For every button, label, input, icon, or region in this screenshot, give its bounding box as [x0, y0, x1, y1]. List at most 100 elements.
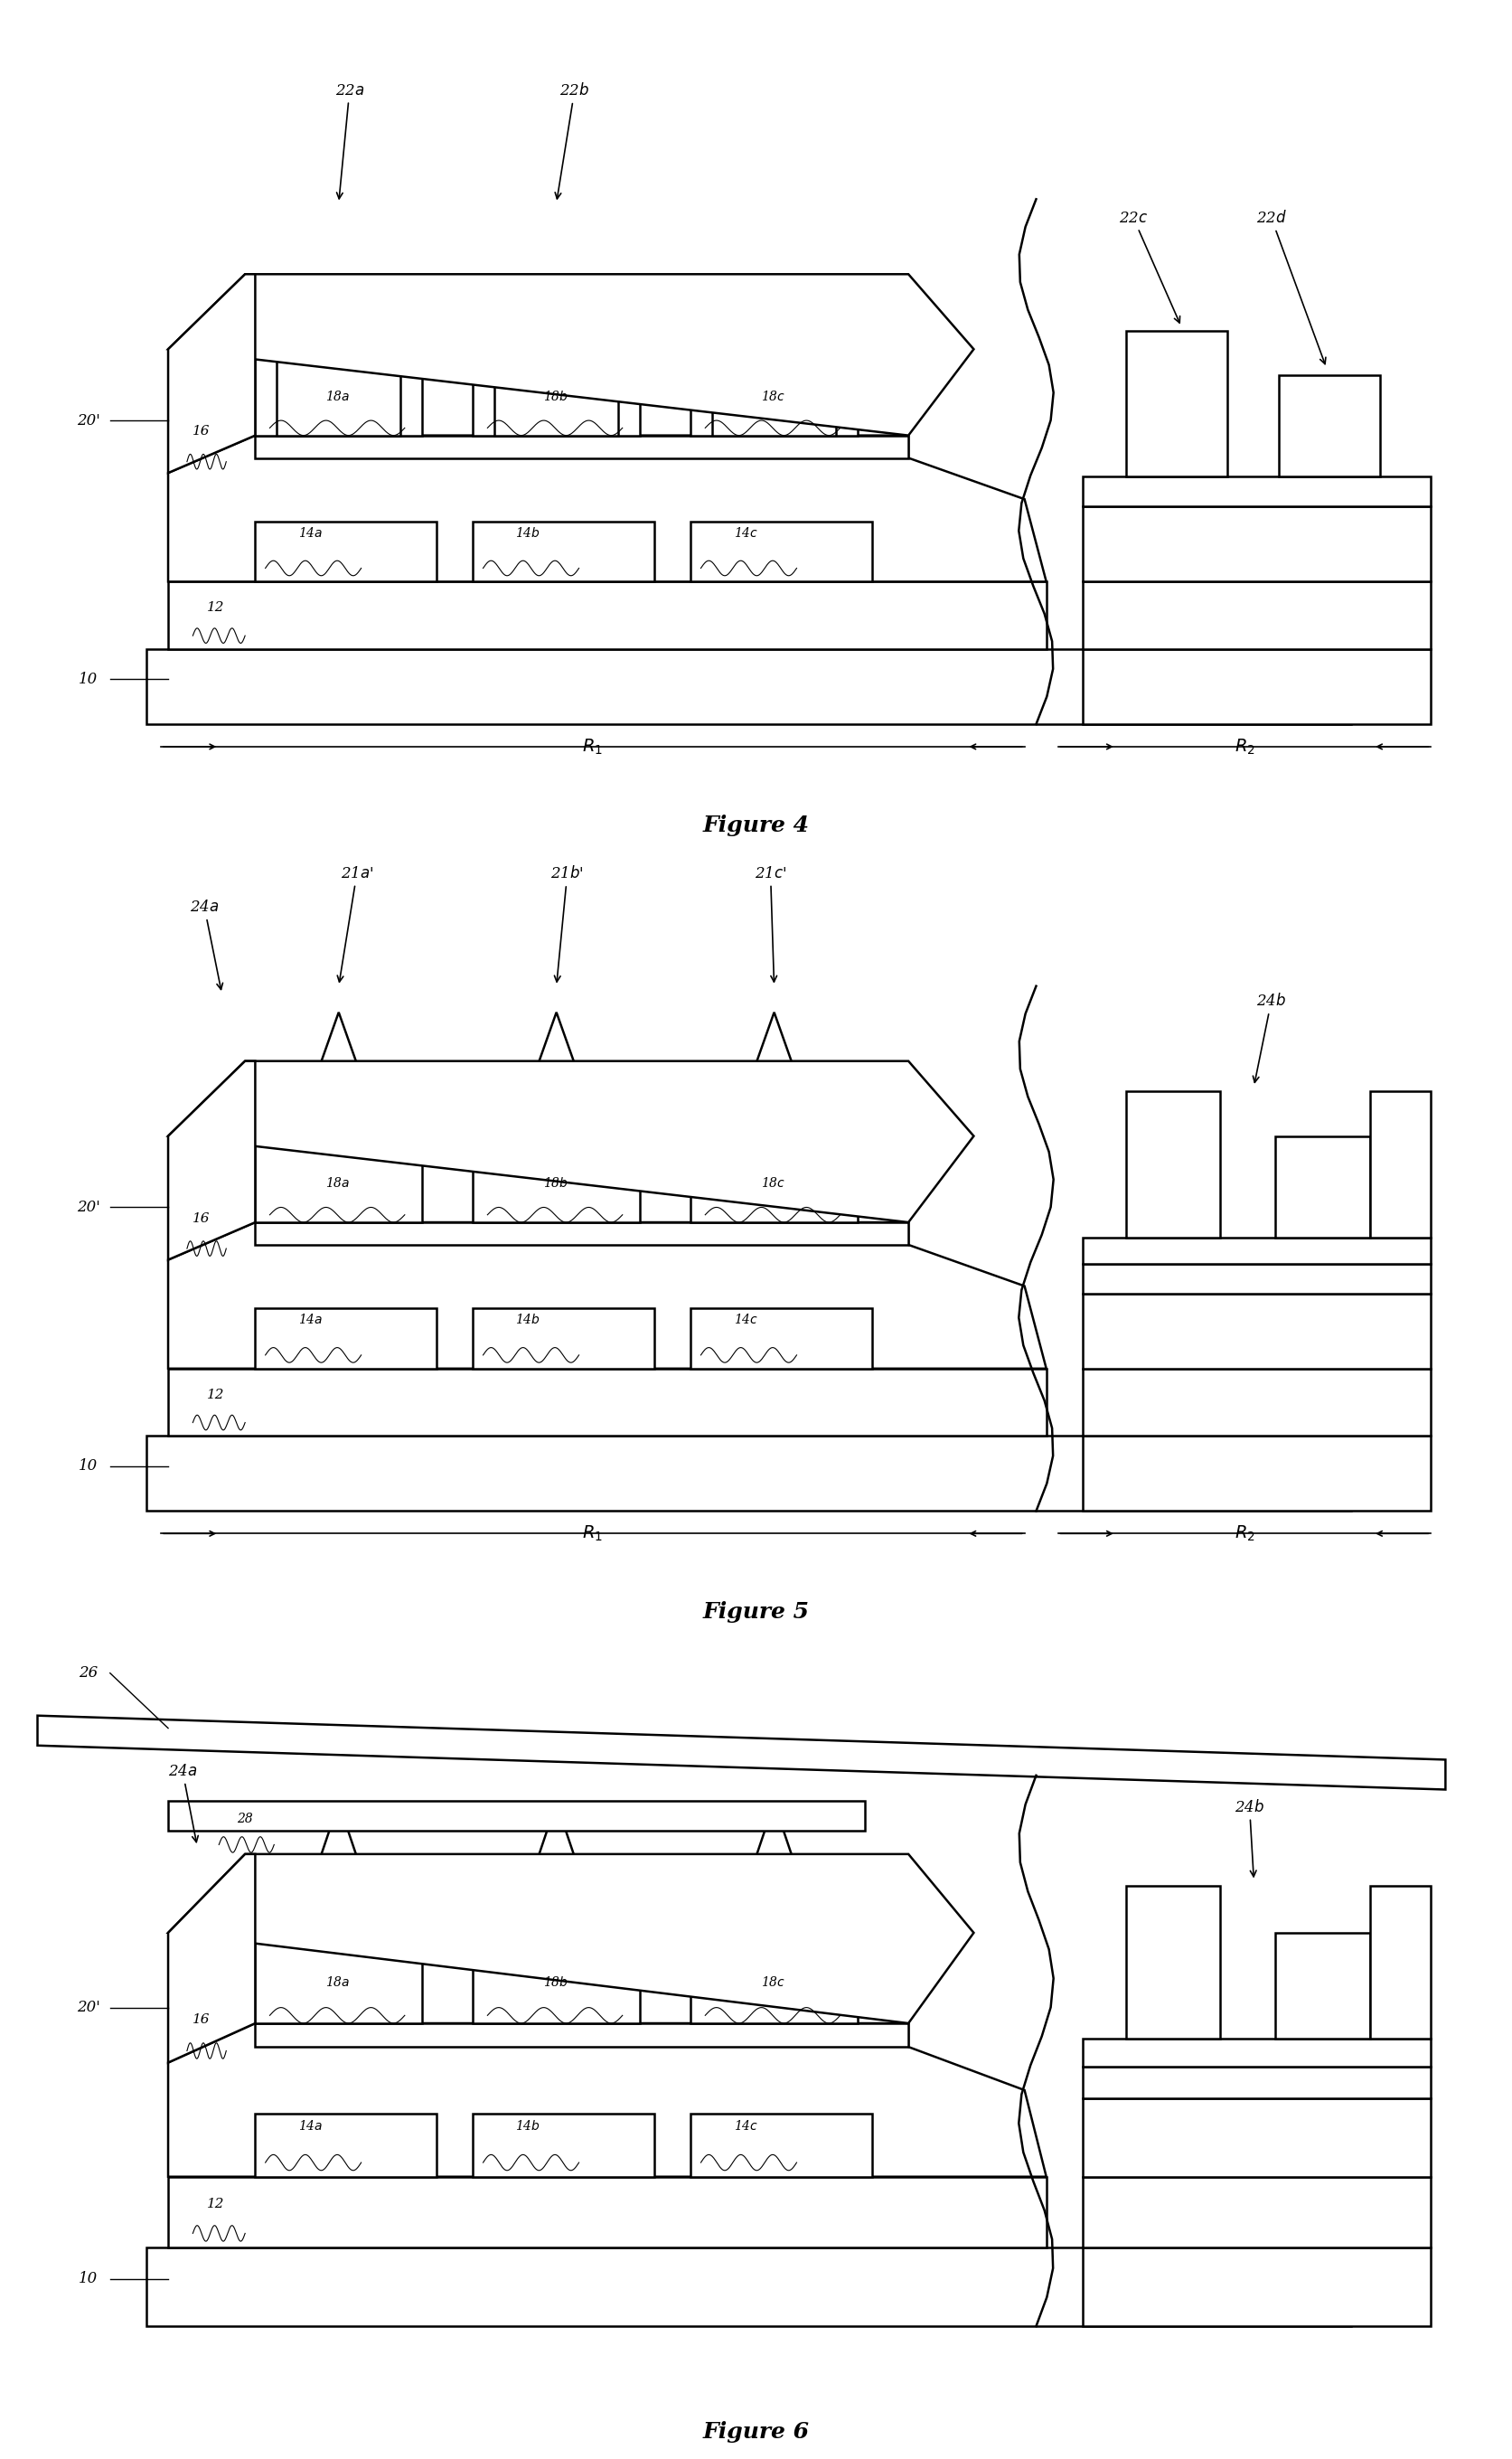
Text: Figure 5: Figure 5	[703, 1601, 809, 1623]
FancyBboxPatch shape	[147, 1436, 1352, 1510]
Text: $R_1$: $R_1$	[582, 738, 602, 757]
Text: 18$a$: 18$a$	[325, 389, 351, 403]
FancyBboxPatch shape	[256, 435, 909, 457]
Text: 16: 16	[192, 425, 210, 438]
Text: 14$c$: 14$c$	[733, 526, 758, 539]
FancyBboxPatch shape	[1126, 1886, 1220, 2039]
FancyBboxPatch shape	[1276, 1933, 1370, 2039]
FancyBboxPatch shape	[473, 2115, 655, 2176]
FancyBboxPatch shape	[1083, 2176, 1430, 2248]
Polygon shape	[168, 1222, 1046, 1370]
Polygon shape	[168, 2024, 1046, 2176]
Text: 16: 16	[192, 1212, 210, 1225]
Polygon shape	[311, 1013, 366, 1136]
FancyBboxPatch shape	[473, 521, 655, 583]
Text: 14$b$: 14$b$	[516, 1313, 541, 1325]
FancyBboxPatch shape	[691, 1136, 857, 1222]
Text: Figure 4: Figure 4	[703, 814, 809, 836]
FancyBboxPatch shape	[473, 1308, 655, 1370]
FancyBboxPatch shape	[1083, 1293, 1430, 1370]
Text: 18$b$: 18$b$	[543, 1975, 569, 1989]
Text: $R_2$: $R_2$	[1235, 738, 1255, 757]
Text: 12: 12	[207, 2198, 225, 2211]
FancyBboxPatch shape	[256, 1308, 437, 1370]
Text: 28: 28	[237, 1812, 253, 1825]
Text: 18$c$: 18$c$	[761, 389, 786, 403]
FancyBboxPatch shape	[1083, 1264, 1430, 1293]
Polygon shape	[168, 275, 974, 435]
FancyBboxPatch shape	[256, 2024, 909, 2046]
FancyBboxPatch shape	[1126, 330, 1228, 477]
Text: 18$b$: 18$b$	[543, 389, 569, 403]
Text: 18$c$: 18$c$	[761, 1175, 786, 1190]
Text: 24$b$: 24$b$	[1235, 1798, 1264, 1876]
FancyBboxPatch shape	[691, 349, 857, 435]
Polygon shape	[712, 349, 836, 435]
Polygon shape	[311, 1802, 366, 1933]
FancyBboxPatch shape	[1083, 2039, 1430, 2066]
Polygon shape	[168, 1854, 974, 2024]
FancyBboxPatch shape	[147, 2248, 1352, 2326]
FancyBboxPatch shape	[1370, 1886, 1430, 2039]
FancyBboxPatch shape	[691, 1933, 857, 2024]
FancyBboxPatch shape	[168, 583, 1046, 649]
FancyBboxPatch shape	[168, 1800, 865, 1829]
Polygon shape	[168, 1062, 256, 1259]
Text: 18$b$: 18$b$	[543, 1175, 569, 1190]
FancyBboxPatch shape	[256, 1222, 909, 1244]
Text: 10: 10	[79, 671, 98, 686]
Text: 22$c$: 22$c$	[1119, 211, 1179, 322]
Text: 10: 10	[79, 1458, 98, 1473]
Text: 18$c$: 18$c$	[761, 1975, 786, 1989]
Text: 21$a$': 21$a$'	[337, 866, 373, 981]
Text: 14$b$: 14$b$	[516, 526, 541, 539]
FancyBboxPatch shape	[1083, 649, 1430, 723]
Text: 16: 16	[192, 2014, 210, 2026]
Text: 18$a$: 18$a$	[325, 1975, 351, 1989]
Text: $R_2$: $R_2$	[1235, 1525, 1255, 1544]
Text: 20': 20'	[77, 1200, 100, 1215]
Text: 20': 20'	[77, 413, 100, 428]
FancyBboxPatch shape	[1370, 1092, 1430, 1237]
FancyBboxPatch shape	[256, 2115, 437, 2176]
Polygon shape	[529, 1802, 584, 1933]
FancyBboxPatch shape	[691, 2115, 872, 2176]
FancyBboxPatch shape	[168, 2176, 1046, 2248]
Text: 24$b$: 24$b$	[1253, 993, 1287, 1082]
Text: $R_1$: $R_1$	[582, 1525, 602, 1544]
Text: 24$a$: 24$a$	[168, 1763, 198, 1842]
FancyBboxPatch shape	[691, 1308, 872, 1370]
Text: 21$c$': 21$c$'	[754, 866, 786, 981]
Text: 14$a$: 14$a$	[298, 2120, 322, 2132]
Text: 14$c$: 14$c$	[733, 1313, 758, 1325]
FancyBboxPatch shape	[256, 521, 437, 583]
Polygon shape	[747, 1802, 801, 1933]
Text: 14$b$: 14$b$	[516, 2120, 541, 2132]
Text: Figure 6: Figure 6	[703, 2420, 809, 2442]
Text: 12: 12	[207, 602, 225, 615]
FancyBboxPatch shape	[1083, 477, 1430, 507]
Polygon shape	[529, 1013, 584, 1136]
Text: 24$a$: 24$a$	[191, 900, 222, 989]
Text: 21$b$': 21$b$'	[550, 866, 584, 981]
FancyBboxPatch shape	[256, 1136, 422, 1222]
Polygon shape	[168, 435, 1046, 583]
FancyBboxPatch shape	[1083, 507, 1430, 583]
FancyBboxPatch shape	[1083, 2066, 1430, 2098]
Polygon shape	[168, 1062, 974, 1222]
FancyBboxPatch shape	[1083, 1237, 1430, 1264]
Text: 10: 10	[79, 2272, 98, 2287]
FancyBboxPatch shape	[1279, 376, 1380, 477]
FancyBboxPatch shape	[1083, 1370, 1430, 1436]
FancyBboxPatch shape	[473, 1933, 640, 2024]
Text: 14$a$: 14$a$	[298, 526, 322, 539]
FancyBboxPatch shape	[256, 1933, 422, 2024]
Text: 18$a$: 18$a$	[325, 1175, 351, 1190]
FancyBboxPatch shape	[473, 1136, 640, 1222]
Text: 12: 12	[207, 1389, 225, 1402]
Polygon shape	[277, 349, 401, 435]
FancyBboxPatch shape	[1083, 583, 1430, 649]
Text: 22$d$: 22$d$	[1256, 209, 1326, 364]
Text: 22$b$: 22$b$	[555, 81, 590, 199]
Text: 14$a$: 14$a$	[298, 1313, 322, 1325]
